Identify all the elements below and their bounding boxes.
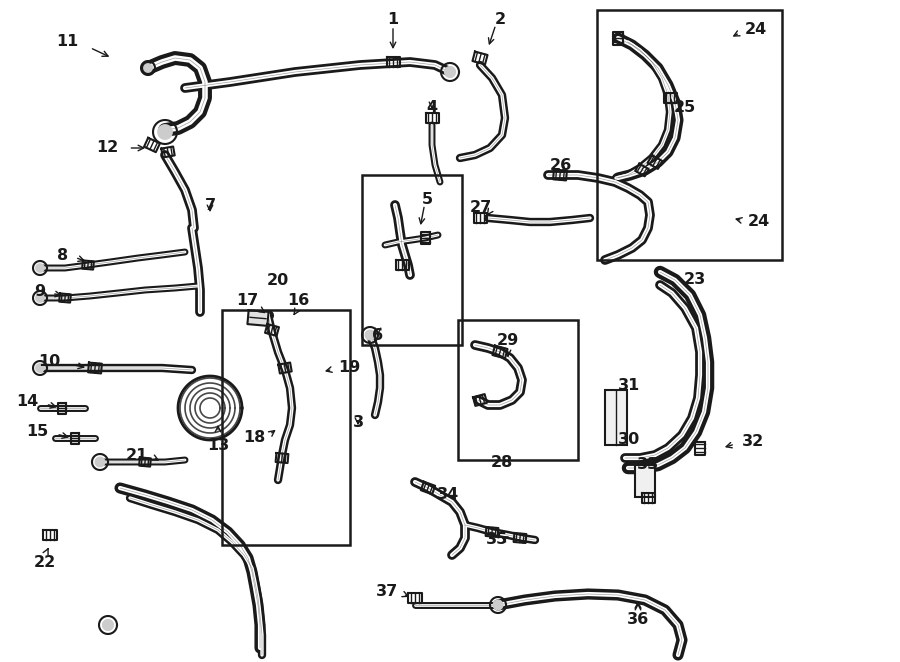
Text: 21: 21 (126, 448, 148, 463)
Polygon shape (144, 64, 152, 72)
Text: 15: 15 (26, 424, 48, 440)
Text: 34: 34 (436, 487, 459, 502)
Text: 12: 12 (95, 140, 118, 156)
Text: 24: 24 (745, 23, 767, 38)
Text: 36: 36 (627, 612, 649, 627)
Polygon shape (36, 263, 44, 272)
Text: 30: 30 (618, 432, 640, 448)
Text: 6: 6 (373, 328, 383, 343)
Text: 25: 25 (674, 100, 696, 115)
Text: 10: 10 (38, 354, 60, 369)
Bar (635, 465, 655, 497)
Text: 31: 31 (618, 377, 640, 393)
Polygon shape (103, 620, 113, 630)
Text: 29: 29 (497, 333, 519, 348)
Text: 17: 17 (236, 293, 258, 308)
Text: 2: 2 (494, 12, 506, 27)
Text: 24: 24 (748, 214, 770, 230)
Text: 20: 20 (267, 273, 289, 288)
Text: 16: 16 (287, 293, 309, 308)
Text: 7: 7 (204, 198, 216, 213)
Polygon shape (36, 294, 44, 302)
Polygon shape (248, 310, 268, 326)
Text: 18: 18 (243, 430, 265, 446)
Text: 8: 8 (57, 248, 68, 263)
Text: 13: 13 (207, 438, 230, 453)
Bar (362, 175, 462, 345)
Text: 22: 22 (34, 555, 56, 570)
Text: 28: 28 (491, 455, 513, 470)
Bar (458, 320, 578, 460)
Text: 4: 4 (427, 100, 437, 115)
Text: 9: 9 (34, 285, 45, 299)
Text: 23: 23 (684, 272, 706, 287)
Text: 26: 26 (550, 158, 572, 173)
Polygon shape (36, 364, 44, 372)
Text: 14: 14 (16, 395, 38, 410)
Text: 35: 35 (486, 532, 508, 547)
Text: 19: 19 (338, 361, 360, 375)
Text: 11: 11 (56, 34, 78, 50)
Polygon shape (365, 330, 374, 340)
Polygon shape (493, 600, 503, 610)
Bar (222, 310, 350, 545)
Text: 3: 3 (353, 415, 364, 430)
Text: 5: 5 (421, 192, 433, 207)
Text: 32: 32 (742, 434, 764, 449)
Text: 37: 37 (376, 585, 398, 600)
Text: 27: 27 (470, 201, 492, 216)
Polygon shape (95, 457, 104, 467)
Polygon shape (445, 67, 455, 77)
Polygon shape (158, 125, 172, 139)
Text: 33: 33 (637, 457, 659, 472)
Bar (605, 390, 627, 445)
Text: 1: 1 (387, 12, 399, 27)
Bar (597, 10, 782, 260)
